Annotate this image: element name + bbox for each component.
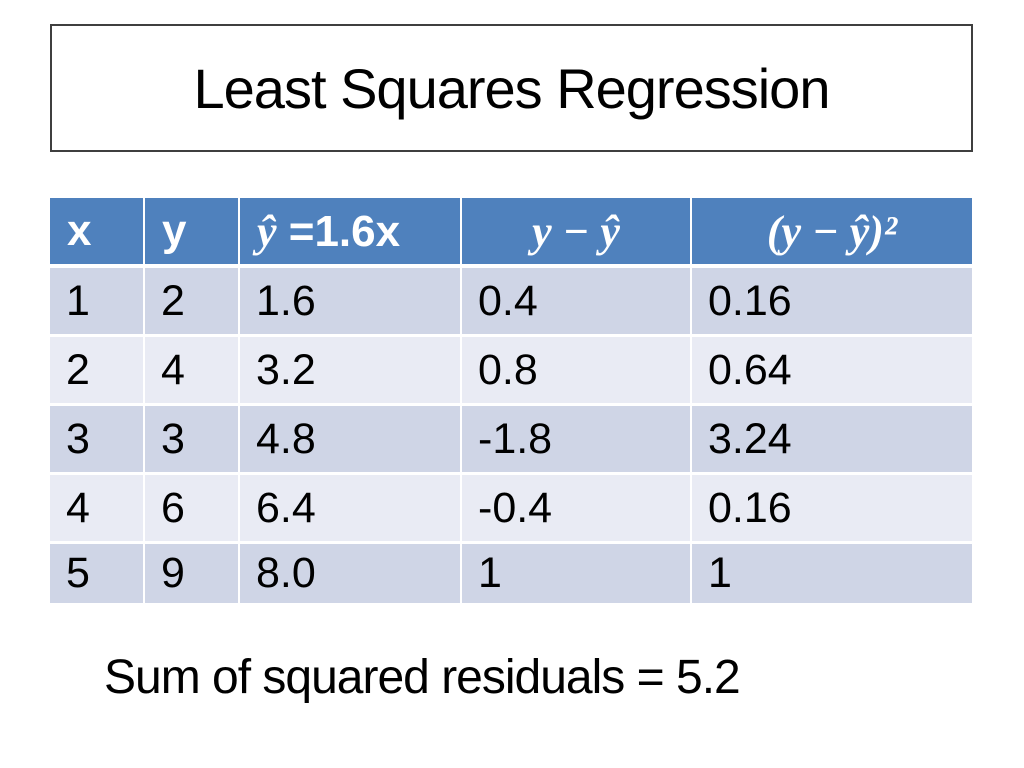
table-cell: 1 <box>50 268 145 337</box>
table-cell: 0.16 <box>692 475 972 544</box>
header-row: x y ŷ =1.6x y − ŷ (y − ŷ)² <box>50 198 972 268</box>
table-body: 1 2 1.6 0.4 0.16 2 4 3.2 0.8 0.64 3 3 4.8 -1.8 3.24 4 6 6… <box>50 268 972 603</box>
table-cell: 4 <box>145 337 240 406</box>
table-row: 5 9 8.0 1 1 <box>50 544 972 603</box>
table-cell: 8.0 <box>240 544 462 603</box>
table-cell: -1.8 <box>462 406 692 475</box>
header-residual: y − ŷ <box>462 198 692 268</box>
table-cell: 6.4 <box>240 475 462 544</box>
header-x: x <box>50 198 145 268</box>
header-squared-residual: (y − ŷ)² <box>692 198 972 268</box>
table-cell: 1 <box>462 544 692 603</box>
table-cell: 3.2 <box>240 337 462 406</box>
table-cell: 0.4 <box>462 268 692 337</box>
table-cell: 2 <box>145 268 240 337</box>
table-row: 1 2 1.6 0.4 0.16 <box>50 268 972 337</box>
yhat-symbol: ŷ <box>257 206 277 256</box>
table-cell: 3 <box>50 406 145 475</box>
table-cell: 0.64 <box>692 337 972 406</box>
header-yhat-formula: ŷ =1.6x <box>240 198 462 268</box>
table-cell: -0.4 <box>462 475 692 544</box>
title-box: Least Squares Regression <box>50 24 973 152</box>
table-cell: 4 <box>50 475 145 544</box>
table-cell: 0.16 <box>692 268 972 337</box>
table-cell: 9 <box>145 544 240 603</box>
page-title: Least Squares Regression <box>193 56 831 120</box>
table-cell: 3 <box>145 406 240 475</box>
table-row: 2 4 3.2 0.8 0.64 <box>50 337 972 406</box>
table-cell: 1.6 <box>240 268 462 337</box>
sum-of-squared-residuals-caption: Sum of squared residuals = 5.2 <box>104 651 741 704</box>
header-y: y <box>145 198 240 268</box>
table-cell: 4.8 <box>240 406 462 475</box>
yhat-equation: =1.6x <box>276 206 401 256</box>
table-cell: 1 <box>692 544 972 603</box>
table-cell: 2 <box>50 337 145 406</box>
table-row: 3 3 4.8 -1.8 3.24 <box>50 406 972 475</box>
table-row: 4 6 6.4 -0.4 0.16 <box>50 475 972 544</box>
table-cell: 5 <box>50 544 145 603</box>
table-cell: 3.24 <box>692 406 972 475</box>
regression-table: x y ŷ =1.6x y − ŷ (y − ŷ)² 1 2 1.6 0.4 0.16 2… <box>50 198 972 603</box>
table-cell: 6 <box>145 475 240 544</box>
table-header: x y ŷ =1.6x y − ŷ (y − ŷ)² <box>50 198 972 268</box>
table-cell: 0.8 <box>462 337 692 406</box>
